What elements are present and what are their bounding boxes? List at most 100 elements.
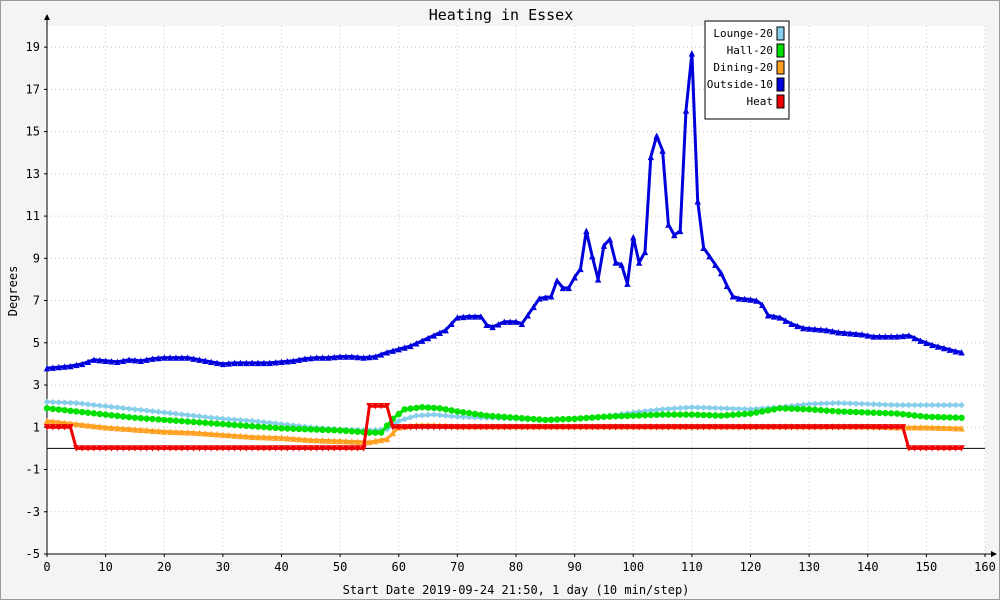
data-point (290, 357, 297, 364)
data-point (407, 342, 414, 350)
data-point (706, 253, 713, 260)
data-point (336, 353, 344, 360)
data-point (688, 411, 696, 418)
data-point (712, 424, 719, 431)
data-point (231, 445, 238, 452)
data-point (196, 413, 203, 420)
x-tick-label: 160 (974, 560, 996, 574)
data-point (342, 445, 350, 452)
data-point (243, 359, 250, 367)
y-tick-label: 3 (33, 378, 40, 392)
data-point (841, 329, 848, 336)
data-point (325, 445, 332, 452)
data-point (219, 360, 227, 368)
data-point (753, 405, 760, 413)
data-point (952, 414, 959, 421)
y-tick-label: -1 (26, 463, 40, 477)
data-point (958, 414, 965, 421)
data-point (671, 411, 678, 418)
x-axis-title: Start Date 2019-09-24 21:50, 1 day (10 m… (343, 583, 690, 597)
data-point (448, 412, 455, 420)
data-point (694, 424, 701, 431)
data-point (852, 330, 860, 338)
data-point (682, 404, 690, 411)
data-point (155, 408, 162, 416)
data-point (952, 401, 959, 409)
data-point (166, 417, 174, 424)
data-point (641, 412, 649, 419)
data-point (712, 261, 719, 268)
data-point (676, 404, 684, 412)
data-point (383, 422, 391, 429)
data-point (911, 424, 918, 431)
data-point (583, 424, 590, 431)
data-point (424, 404, 432, 411)
data-point (96, 410, 103, 418)
data-point (272, 359, 279, 366)
data-point (172, 410, 180, 417)
data-point (178, 417, 186, 425)
data-point (911, 445, 918, 452)
data-point (120, 413, 127, 420)
data-point (659, 406, 666, 413)
series-heat (43, 402, 965, 452)
data-point (594, 424, 602, 431)
data-point (301, 425, 309, 433)
data-point (225, 431, 232, 439)
data-point (770, 424, 778, 431)
data-point (137, 426, 144, 434)
data-point (647, 424, 655, 431)
data-point (547, 293, 555, 300)
data-point (248, 433, 256, 440)
data-point (852, 408, 860, 416)
data-point (800, 405, 807, 413)
data-point (243, 433, 250, 440)
data-point (143, 407, 150, 414)
data-point (870, 401, 877, 408)
y-axis-arrow (44, 14, 50, 20)
data-point (852, 424, 860, 431)
data-point (49, 405, 57, 413)
data-point (448, 407, 455, 414)
data-point (213, 445, 221, 452)
data-point (137, 445, 144, 452)
data-point (78, 408, 86, 416)
data-point (178, 445, 186, 452)
data-point (49, 418, 57, 425)
data-point (882, 401, 889, 408)
data-point (73, 420, 80, 428)
data-point (260, 359, 268, 367)
data-point (624, 412, 631, 420)
data-point (237, 445, 244, 452)
data-point (741, 405, 748, 413)
data-point (811, 400, 819, 408)
data-point (923, 424, 930, 431)
legend: Lounge-20 Hall-20 Dining-20 Outside-10 Heat (704, 20, 790, 120)
data-point (501, 413, 508, 421)
data-point (272, 420, 279, 427)
data-point (336, 445, 344, 452)
data-point (143, 415, 150, 422)
y-tick-label: 19 (26, 40, 40, 54)
data-point (266, 434, 273, 441)
data-point (114, 412, 121, 420)
axis-layer: 0 10 20 30 40 50 60 70 80 90 100 110 120 130 140 150 160… (26, 14, 997, 574)
data-point (899, 332, 907, 340)
data-point (635, 259, 643, 266)
data-point (202, 419, 209, 427)
data-point (155, 427, 162, 435)
data-point (794, 405, 801, 413)
data-point (319, 437, 326, 444)
data-point (905, 411, 912, 419)
data-point (841, 400, 848, 407)
data-point (805, 424, 813, 431)
data-point (512, 424, 520, 431)
data-point (864, 332, 871, 339)
data-point (542, 416, 549, 424)
data-point (84, 422, 92, 429)
data-point (260, 434, 268, 441)
data-point (125, 445, 133, 452)
data-point (96, 445, 103, 452)
data-point (899, 424, 907, 431)
data-point (759, 301, 766, 308)
